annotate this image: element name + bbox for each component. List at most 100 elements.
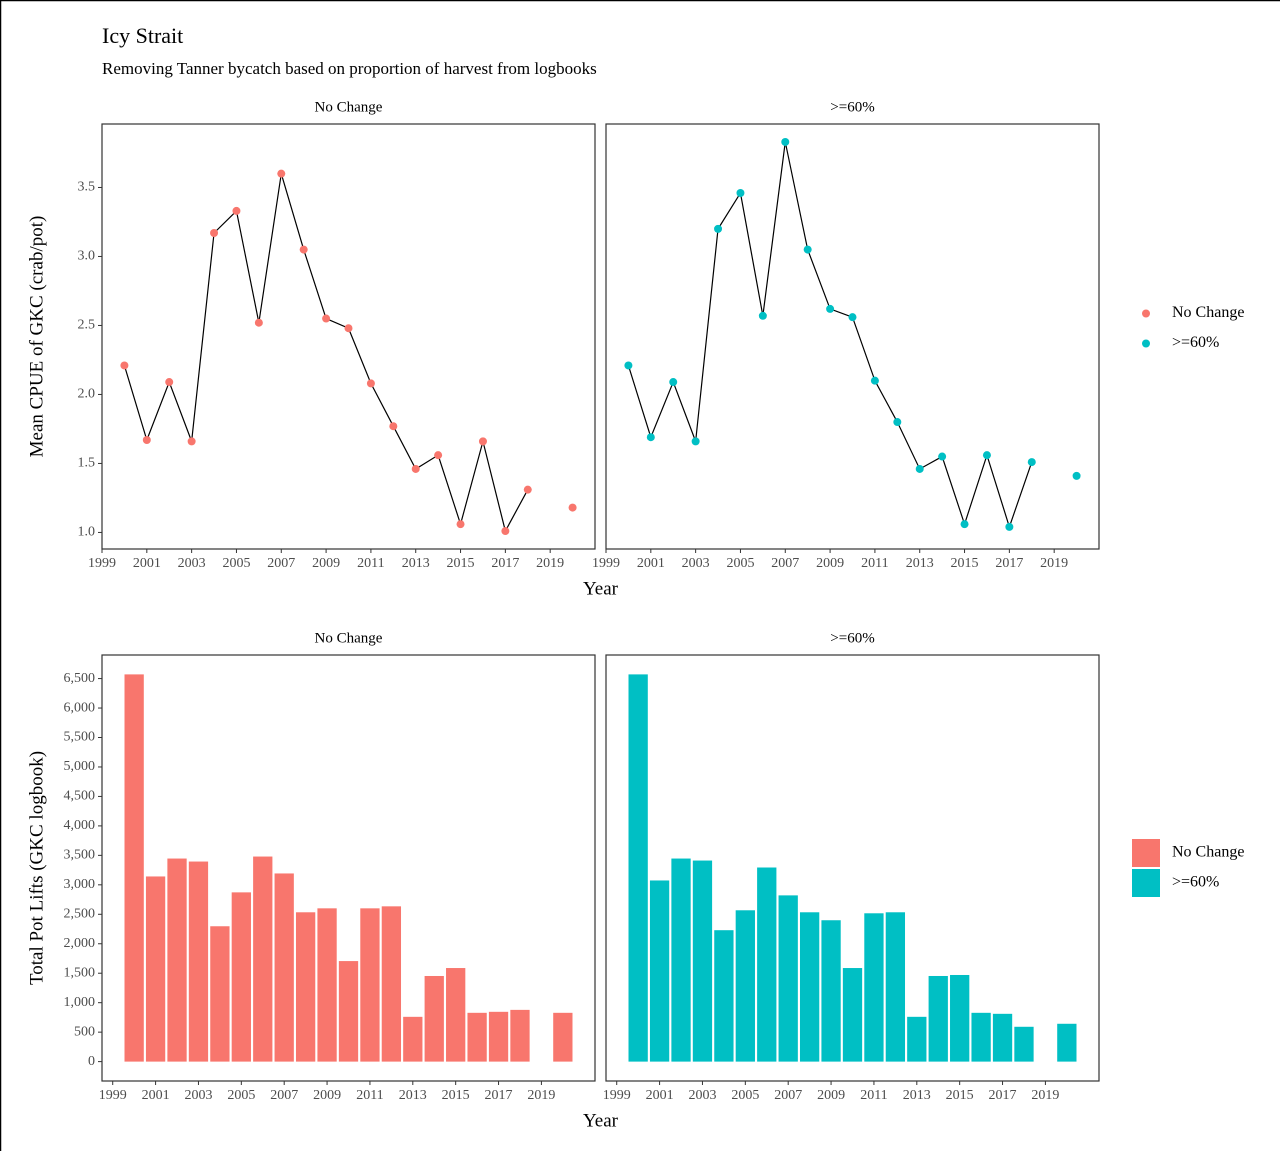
x-tick-label: 2011	[860, 1088, 887, 1103]
point	[254, 318, 263, 327]
x-tick-label: 2019	[1031, 1088, 1059, 1103]
facet-label: No Change	[315, 630, 383, 646]
panel-border	[605, 123, 1100, 550]
x-tick-label: 2019	[527, 1088, 555, 1103]
x-tick-label: 2019	[1040, 556, 1068, 571]
point	[624, 361, 633, 370]
panel-border	[101, 123, 596, 550]
x-tick-label: 2013	[402, 556, 430, 571]
y-tick-label: 4,500	[64, 789, 96, 804]
point	[120, 361, 129, 370]
x-axis-label: Year	[583, 578, 619, 599]
x-tick-label: 1999	[592, 556, 620, 571]
x-tick-label: 2011	[356, 1088, 383, 1103]
bar	[360, 908, 380, 1062]
x-tick-label: 2007	[774, 1088, 802, 1103]
bar	[649, 880, 670, 1062]
bar	[950, 974, 970, 1062]
x-tick-label: 2005	[731, 1088, 759, 1103]
point	[165, 378, 174, 387]
point	[938, 452, 947, 461]
y-tick-label: 1.5	[78, 456, 96, 471]
x-tick-label: 2009	[816, 556, 844, 571]
bar	[735, 910, 755, 1062]
bar	[317, 908, 337, 1062]
point	[210, 229, 219, 238]
y-tick-label: 1,500	[64, 965, 96, 980]
bar	[145, 876, 166, 1062]
x-tick-label: 2005	[227, 1088, 255, 1103]
point	[366, 379, 375, 388]
point	[299, 245, 308, 254]
bar	[821, 920, 841, 1062]
y-tick-label: 2,000	[64, 936, 96, 951]
bar	[692, 860, 713, 1062]
y-tick-label: 3,500	[64, 848, 96, 863]
y-tick-label: 2.5	[78, 318, 96, 333]
x-tick-label: 2019	[536, 556, 564, 571]
point	[669, 378, 678, 387]
bar	[864, 913, 884, 1062]
bar	[167, 858, 187, 1062]
x-tick-label: 2009	[313, 1088, 341, 1103]
series-line	[628, 142, 1076, 527]
bar	[338, 961, 359, 1062]
point	[389, 422, 398, 431]
bar	[295, 912, 316, 1062]
point	[714, 224, 723, 233]
point	[893, 418, 902, 427]
y-tick-label: 3.5	[78, 180, 96, 195]
x-tick-label: 2015	[946, 1088, 974, 1103]
bar	[799, 912, 820, 1062]
point	[277, 169, 286, 178]
y-tick-label: 0	[88, 1054, 95, 1069]
x-tick-label: 2001	[646, 1088, 674, 1103]
y-tick-label: 6,500	[64, 671, 96, 686]
legend-label: >=60%	[1172, 874, 1219, 891]
bar	[124, 674, 144, 1062]
x-tick-label: 2015	[951, 556, 979, 571]
facet-label: >=60%	[830, 99, 874, 115]
x-tick-label: 2013	[399, 1088, 427, 1103]
x-tick-label: 2007	[270, 1088, 298, 1103]
legend-label: No Change	[1172, 844, 1244, 861]
point	[803, 245, 812, 254]
point	[691, 437, 700, 446]
panel-border	[605, 654, 1100, 1082]
bar	[671, 858, 691, 1062]
x-tick-label: 2013	[903, 1088, 931, 1103]
facet-label: >=60%	[830, 630, 874, 646]
facet-label: No Change	[315, 99, 383, 115]
y-tick-label: 5,000	[64, 759, 96, 774]
point	[1072, 471, 1081, 480]
point	[232, 206, 241, 215]
point	[501, 527, 510, 536]
x-tick-label: 2009	[817, 1088, 845, 1103]
bar	[446, 968, 466, 1062]
x-tick-label: 2003	[688, 1088, 716, 1103]
point	[736, 188, 745, 197]
panel-border	[101, 654, 596, 1082]
point	[322, 314, 331, 323]
point	[568, 503, 577, 512]
y-tick-label: 500	[74, 1024, 95, 1039]
point	[411, 464, 420, 473]
bar	[757, 867, 777, 1062]
x-tick-label: 2017	[989, 1088, 1017, 1103]
y-tick-label: 4,000	[64, 818, 96, 833]
bar	[907, 1016, 927, 1062]
point	[758, 311, 767, 320]
bar	[778, 895, 798, 1062]
legend-label: >=60%	[1172, 334, 1219, 351]
x-tick-label: 2015	[447, 556, 475, 571]
x-tick-label: 2003	[682, 556, 710, 571]
legend-label: No Change	[1172, 304, 1244, 321]
x-tick-label: 2005	[222, 556, 250, 571]
point	[960, 520, 969, 529]
y-axis-label: Total Pot Lifts (GKC logbook)	[26, 751, 47, 985]
point	[915, 464, 924, 473]
legend-marker	[1132, 869, 1160, 897]
point	[478, 437, 487, 446]
y-tick-label: 3.0	[78, 249, 96, 264]
point	[434, 451, 443, 460]
